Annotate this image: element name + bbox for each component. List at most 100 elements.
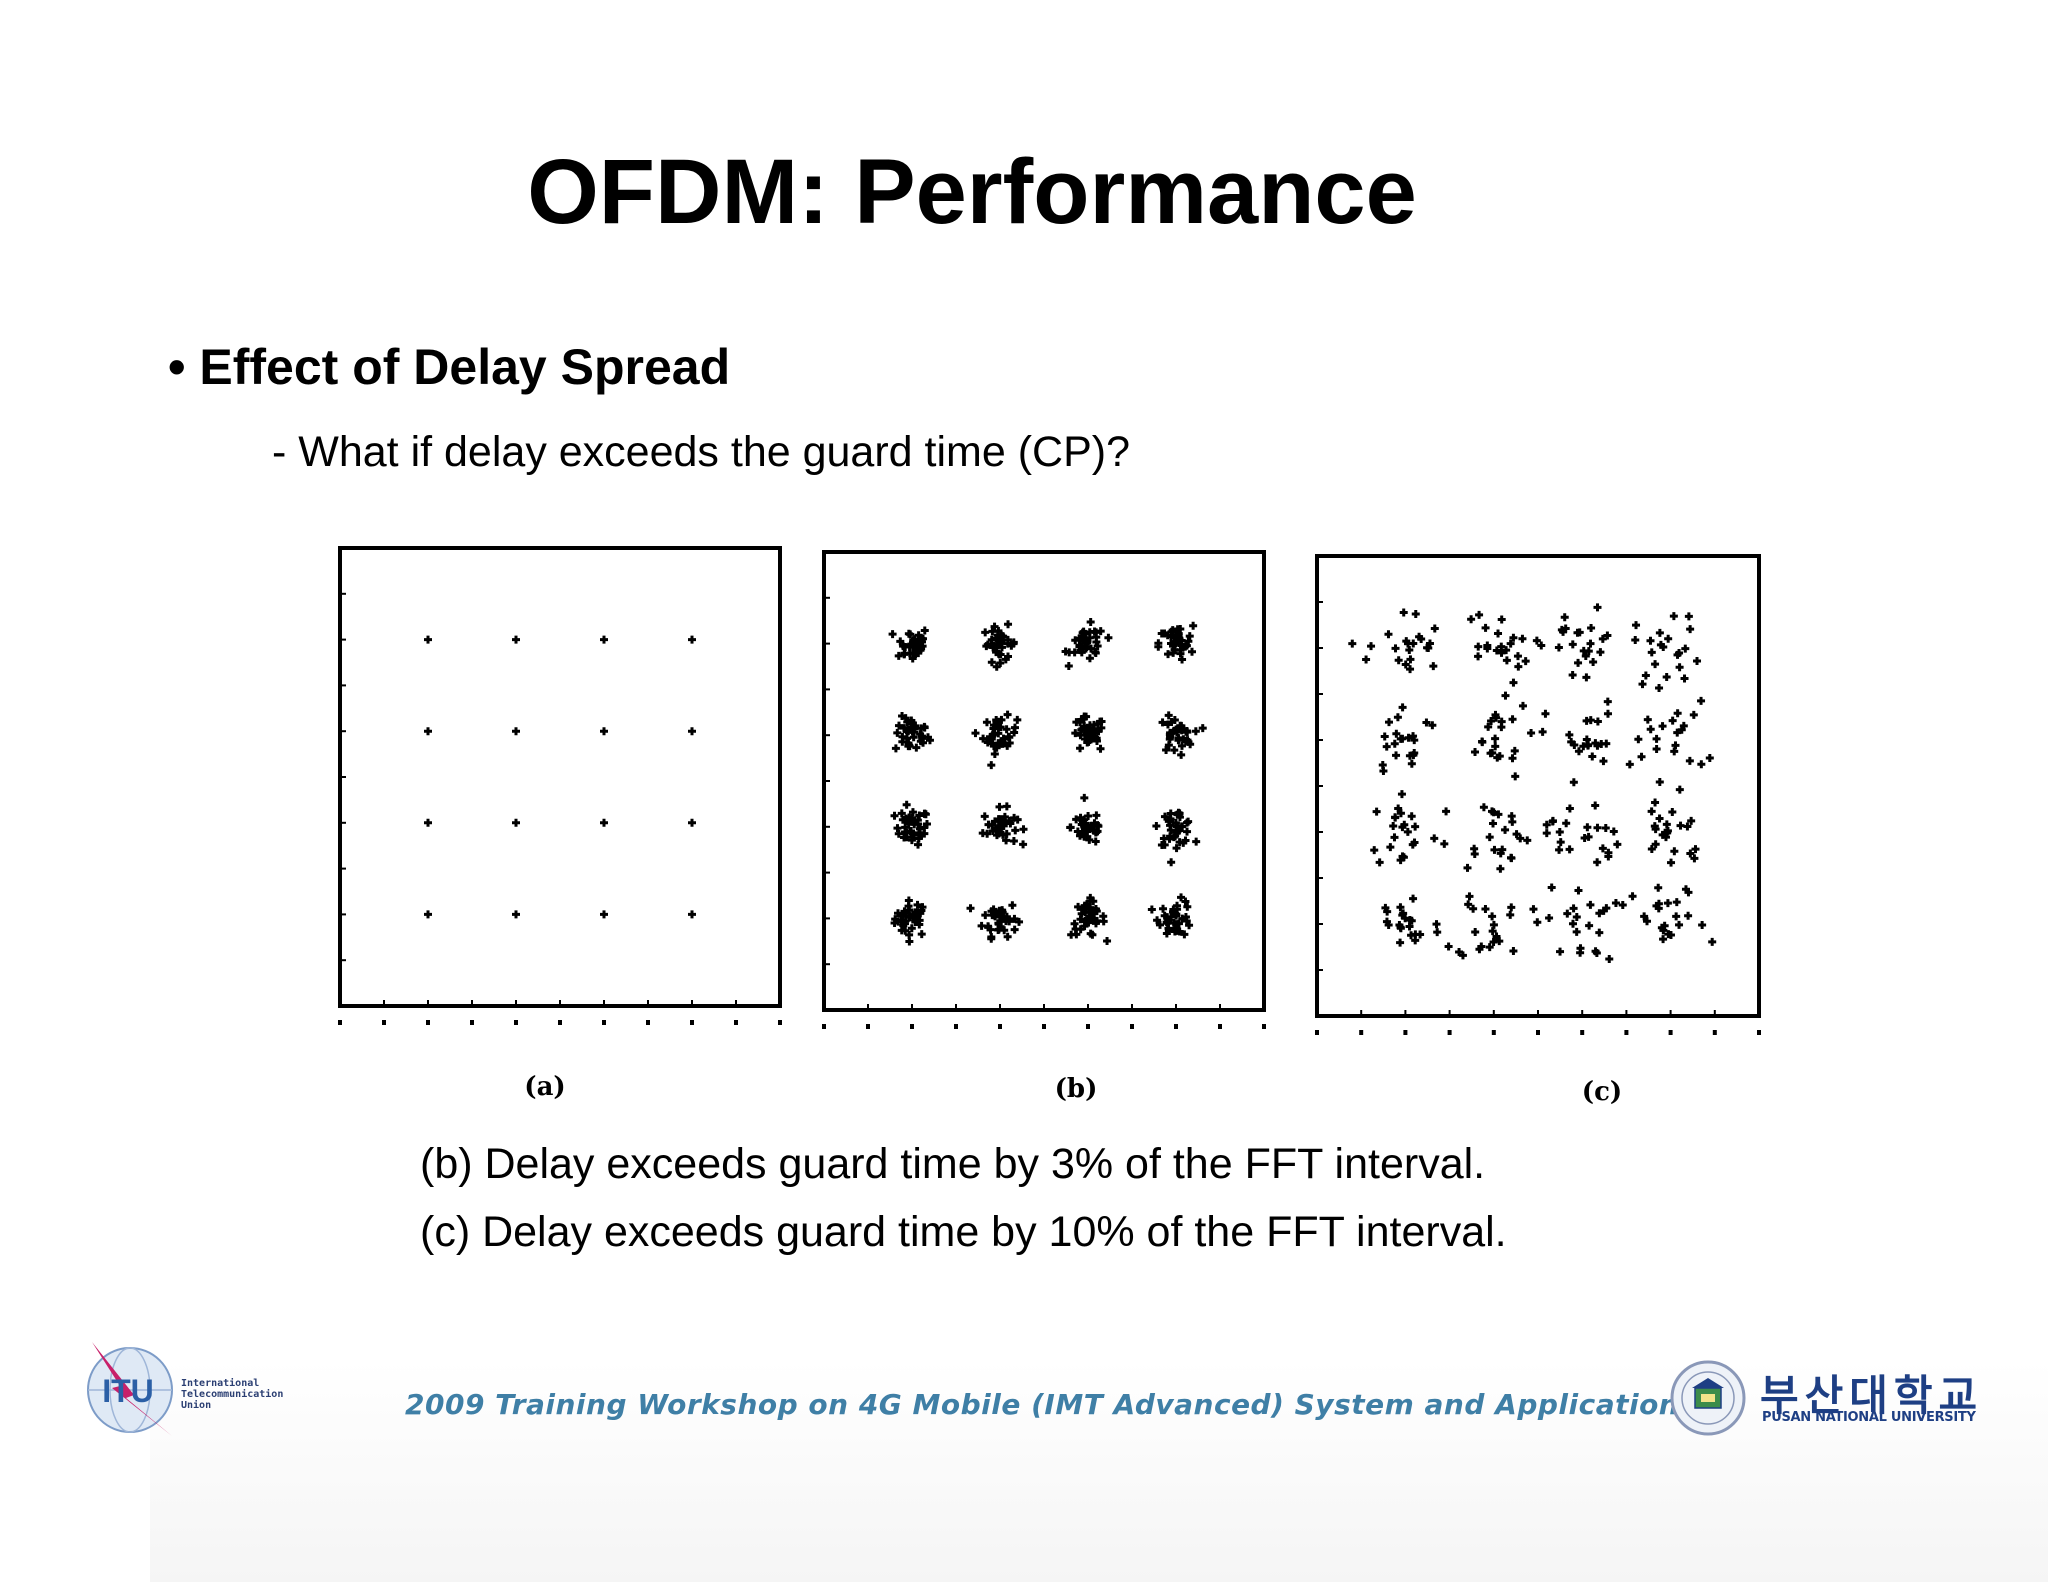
constellation-point [898,712,907,721]
constellation-point [1167,858,1176,867]
constellation-point [1474,642,1483,651]
constellation-point [893,728,902,737]
x-tick-mark [1712,1030,1717,1035]
constellation-point [1370,846,1379,855]
constellation-point [1103,936,1112,945]
university-emblem-icon [1670,1360,1746,1436]
constellation-point [1444,942,1453,951]
constellation-point [1654,904,1663,913]
constellation-point [1685,756,1694,765]
constellation-point [1488,912,1497,921]
constellation-point [1638,680,1647,689]
constellation-point [980,812,989,821]
constellation-point [1514,662,1523,671]
constellation-point [1096,744,1105,753]
constellation-point [994,815,1003,824]
constellation-point [1417,634,1426,643]
constellation-point [1467,615,1476,624]
constellation-point [1392,729,1401,738]
constellation-point [1390,739,1399,748]
constellation-point [1411,822,1420,831]
constellation-point [1697,696,1706,705]
plot-frame [1315,554,1761,1018]
constellation-point [1509,633,1518,642]
constellation-point [1664,930,1673,939]
constellation-point [1593,823,1602,832]
constellation-point [1464,900,1473,909]
constellation-point [1475,945,1484,954]
constellation-point [1565,804,1574,813]
constellation-point [1185,632,1194,641]
constellation-point [1475,610,1484,619]
constellation-point [1588,752,1597,761]
constellation-point [1690,854,1699,863]
constellation-point [1484,722,1493,731]
constellation-point [1581,652,1590,661]
constellation-point [1502,646,1511,655]
constellation-point [1396,924,1405,933]
constellation-point [1605,954,1614,963]
constellation-point [917,644,926,653]
constellation-point [1568,671,1577,680]
constellation-point [988,821,997,830]
constellation-point [1646,636,1655,645]
constellation-point [1164,711,1173,720]
x-tick-mark [426,1020,430,1025]
constellation-point [1177,741,1186,750]
constellation-point [1670,747,1679,756]
constellation-point [1192,837,1201,846]
constellation-point [1070,648,1079,657]
constellation-point [1085,628,1094,637]
caption-c: (c) Delay exceeds guard time by 10% of t… [420,1208,1507,1256]
constellation-point [1681,644,1690,653]
constellation-point [984,923,993,932]
constellation-point [1091,837,1100,846]
constellation-point [1705,754,1714,763]
constellation-point [1668,807,1677,816]
constellation-point [1165,834,1174,843]
constellation-point [1067,930,1076,939]
x-tick-mark [514,1020,518,1025]
itu-logo-icon: ITU [87,1342,173,1436]
constellation-point [1659,935,1668,944]
x-tick-mark [1315,1030,1319,1035]
constellation-point [1178,914,1187,923]
constellation-point [1670,847,1679,856]
constellation-point [912,916,921,925]
constellation-point [1533,918,1542,927]
constellation-point [1099,912,1108,921]
x-tick-mark [690,1020,694,1025]
constellation-point [1510,746,1519,755]
constellation-point [1104,633,1113,642]
constellation-point [999,734,1008,743]
constellation-point [1425,639,1434,648]
constellation-point [1586,639,1595,648]
constellation-point [1559,627,1568,636]
constellation-point [906,640,915,649]
constellation-point [1647,807,1656,816]
constellation-point [1465,892,1474,901]
constellation-point [1655,814,1664,823]
constellation-point [512,910,520,919]
constellation-point [1184,737,1193,746]
constellation-point [1513,652,1522,661]
constellation-point [1573,628,1582,637]
constellation-point [1640,912,1649,921]
constellation-point [1003,710,1012,719]
constellation-point [1152,822,1161,831]
constellation-point [1589,658,1598,667]
constellation-point [914,834,923,843]
constellation-point [890,811,899,820]
constellation-point [1157,629,1166,638]
constellation-point [1698,920,1707,929]
constellation-point [1532,636,1541,645]
constellation-point [1541,709,1550,718]
constellation-point [1185,921,1194,930]
constellation-point [977,921,986,930]
constellation-point [994,829,1003,838]
constellation-point [1563,909,1572,918]
constellation-point [1508,817,1517,826]
constellation-point [1508,754,1517,763]
constellation-point [1471,747,1480,756]
caption-b: (b) Delay exceeds guard time by 3% of th… [420,1140,1486,1188]
